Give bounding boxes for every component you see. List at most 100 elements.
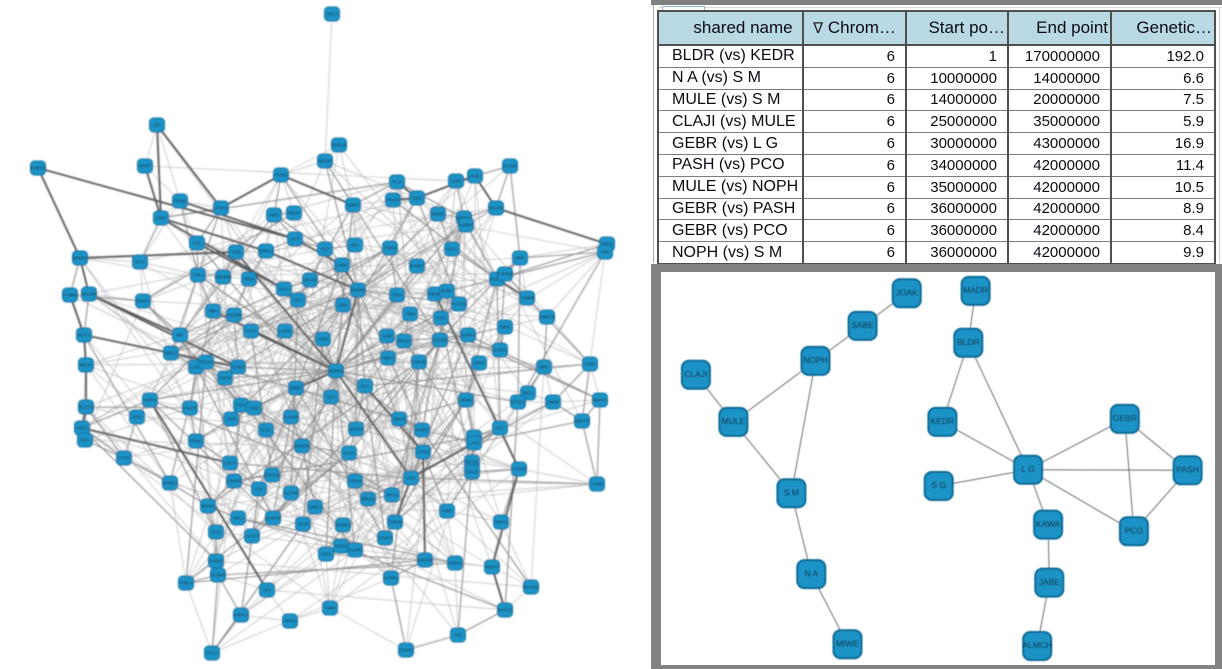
svg-text:HUCR: HUCR [184, 406, 198, 411]
svg-text:THPSW: THPSW [497, 272, 514, 277]
svg-text:NJIB: NJIB [382, 334, 392, 339]
svg-text:BIMU: BIMU [290, 386, 301, 391]
svg-text:MWEM: MWEM [295, 444, 310, 449]
svg-text:LWM: LWM [318, 337, 328, 342]
svg-text:HLF: HLF [263, 588, 272, 593]
svg-text:FSWBR: FSWBR [519, 296, 536, 301]
svg-text:S G: S G [931, 480, 946, 490]
svg-text:DFSM: DFSM [304, 278, 317, 283]
svg-text:PASH: PASH [1176, 465, 1199, 475]
svg-text:RLCTD: RLCTD [78, 405, 94, 410]
svg-text:SRNSB: SRNSB [417, 558, 433, 563]
svg-text:LPDOO: LPDOO [511, 467, 527, 472]
svg-text:CGT: CGT [326, 395, 336, 400]
svg-text:LAPD: LAPD [468, 441, 481, 446]
svg-text:LDCA: LDCA [224, 461, 236, 466]
svg-text:BWAFC: BWAFC [592, 398, 609, 403]
svg-text:NOPH: NOPH [803, 355, 828, 365]
svg-text:BDNK: BDNK [432, 212, 445, 217]
svg-text:CLAJI: CLAJI [684, 369, 707, 379]
svg-text:N A: N A [804, 568, 818, 578]
svg-text:OLID: OLID [344, 451, 355, 456]
svg-text:BUWU: BUWU [461, 333, 475, 338]
svg-text:HRRS: HRRS [284, 619, 297, 624]
svg-text:JOAK: JOAK [896, 288, 919, 298]
svg-text:JEGKH: JEGKH [489, 277, 504, 282]
svg-text:LMOMM: LMOMM [214, 275, 232, 280]
svg-text:BTPF: BTPF [139, 164, 151, 169]
svg-text:BDOJ: BDOJ [165, 351, 177, 356]
svg-text:CBA: CBA [436, 316, 445, 321]
svg-text:IMCL: IMCL [523, 391, 534, 396]
svg-text:HCCI: HCCI [207, 651, 218, 656]
svg-text:LUHH: LUHH [190, 365, 202, 370]
svg-text:OLC: OLC [360, 384, 370, 389]
svg-text:ODEJ: ODEJ [309, 505, 321, 510]
svg-text:THKMI: THKMI [388, 520, 402, 525]
svg-text:HLSMN: HLSMN [210, 573, 226, 578]
svg-text:FTHT: FTHT [118, 456, 130, 461]
svg-text:CSBC: CSBC [336, 263, 349, 268]
svg-text:CJBD: CJBD [591, 482, 604, 487]
svg-text:FKRO: FKRO [76, 426, 89, 431]
svg-text:FUWM: FUWM [63, 293, 77, 298]
svg-text:BDNH: BDNH [202, 504, 215, 509]
svg-text:TRFM: TRFM [349, 479, 362, 484]
svg-text:PCO: PCO [1125, 526, 1144, 536]
svg-text:NGNR: NGNR [318, 159, 332, 164]
svg-text:EWHCE: EWHCE [539, 315, 556, 320]
svg-text:SEW: SEW [244, 277, 255, 282]
svg-text:WTH: WTH [602, 242, 612, 247]
svg-text:SUWC: SUWC [384, 576, 398, 581]
svg-text:HBRH: HBRH [347, 203, 360, 208]
svg-text:KNDAD: KNDAD [233, 613, 250, 618]
svg-text:AJNMC: AJNMC [226, 479, 242, 484]
svg-text:KSNO: KSNO [449, 561, 462, 566]
svg-text:DNTJ: DNTJ [326, 12, 338, 17]
svg-text:HUGMH: HUGMH [283, 415, 300, 420]
svg-text:LEJBJ: LEJBJ [468, 174, 481, 179]
svg-text:NSREM: NSREM [328, 369, 345, 374]
svg-text:HISJ: HISJ [269, 213, 279, 218]
svg-text:JMOS: JMOS [393, 417, 406, 422]
svg-text:MPF: MPF [515, 256, 525, 261]
svg-text:ROB: ROB [231, 250, 241, 255]
svg-text:JILR: JILR [226, 417, 236, 422]
svg-text:PAASS: PAASS [433, 338, 448, 343]
svg-text:OLMO: OLMO [399, 648, 413, 653]
svg-text:L G: L G [1021, 464, 1034, 474]
svg-text:KUU: KUU [211, 530, 221, 535]
svg-text:MWFF: MWFF [485, 565, 499, 570]
svg-text:PEOU: PEOU [200, 360, 213, 365]
svg-text:OLEI: OLEI [392, 293, 402, 298]
svg-text:HJER: HJER [279, 329, 292, 334]
svg-text:HTKT: HTKT [245, 329, 257, 334]
svg-text:MRJD: MRJD [80, 363, 93, 368]
svg-text:ERNOT: ERNOT [258, 249, 274, 254]
svg-text:MULE: MULE [722, 416, 746, 426]
svg-text:EROIG: EROIG [73, 256, 88, 261]
svg-text:EAIS: EAIS [261, 428, 271, 433]
svg-text:KFO: KFO [135, 260, 145, 265]
svg-text:AARIS: AARIS [493, 348, 507, 353]
svg-text:WWB: WWB [460, 398, 472, 403]
svg-text:TWW: TWW [324, 606, 336, 611]
svg-text:JPCLI: JPCLI [386, 493, 398, 498]
svg-text:SABE: SABE [851, 320, 874, 330]
svg-text:UPI: UPI [153, 123, 161, 128]
svg-text:HIEN: HIEN [321, 552, 332, 557]
svg-text:SNSMH: SNSMH [350, 288, 366, 293]
svg-text:WPUU: WPUU [361, 497, 375, 502]
svg-text:KNBT: KNBT [416, 428, 428, 433]
svg-text:PLSI: PLSI [392, 180, 402, 185]
svg-text:ALMCH: ALMCH [1022, 640, 1052, 650]
svg-text:KJWB: KJWB [460, 223, 473, 228]
svg-text:AOKN: AOKN [275, 173, 288, 178]
svg-text:HBM: HBM [405, 312, 415, 317]
svg-text:BERGS: BERGS [331, 143, 347, 148]
svg-text:SIED: SIED [412, 196, 423, 201]
svg-text:FLFES: FLFES [452, 302, 466, 307]
svg-text:KOKNW: KOKNW [264, 516, 282, 521]
svg-text:IKJTT: IKJTT [78, 333, 90, 338]
svg-text:MIWE: MIWE [836, 638, 859, 648]
